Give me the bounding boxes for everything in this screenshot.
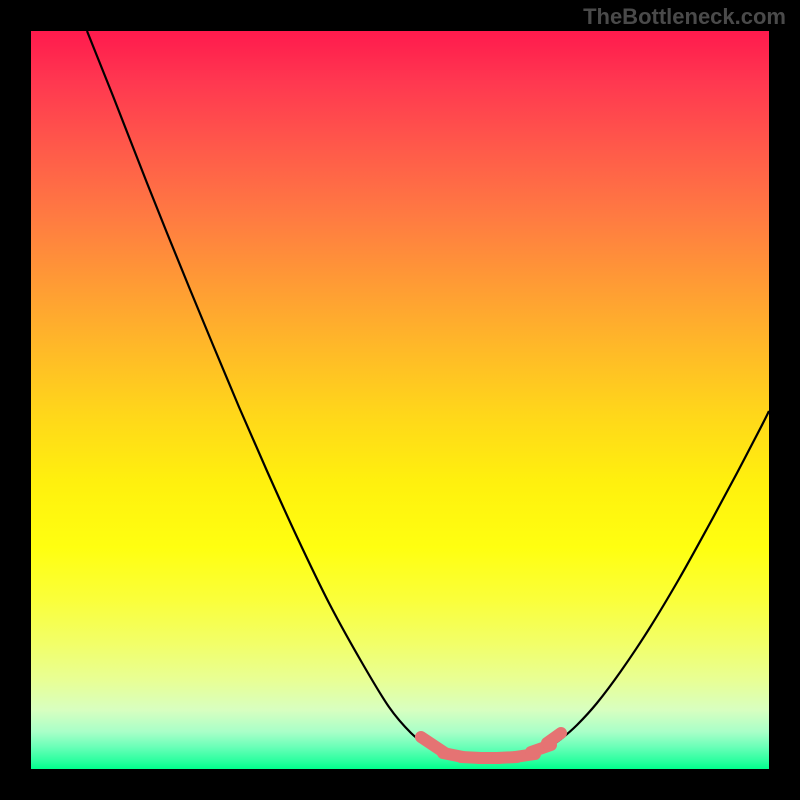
flat-marker-segment [547,733,561,743]
watermark-text: TheBottleneck.com [583,4,786,30]
curve-left-branch [87,31,439,751]
bottleneck-curve [31,31,769,769]
curve-right-branch [539,411,769,751]
chart-plot-area [31,31,769,769]
flat-region-markers [421,733,561,758]
